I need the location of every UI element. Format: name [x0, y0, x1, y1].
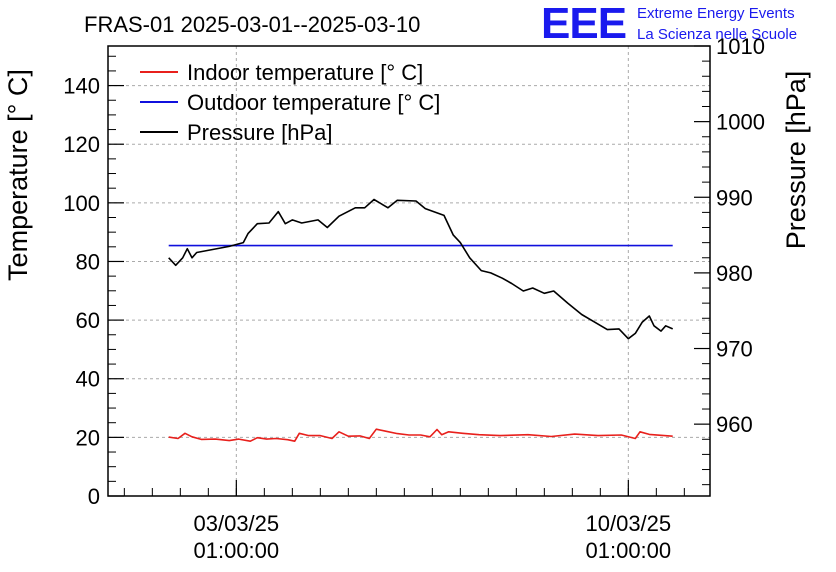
y2-tick-label: 960 [716, 412, 753, 437]
y-tick-label: 0 [88, 484, 100, 509]
series-line-2 [168, 198, 674, 340]
y-axis-label: Temperature [° C] [3, 69, 33, 281]
y2-axis-label: Pressure [hPa] [781, 71, 811, 250]
y2-tick-label: 980 [716, 261, 753, 286]
legend: Indoor temperature [° C] Outdoor temperat… [140, 60, 440, 145]
y-tick-label: 100 [63, 191, 100, 216]
chart-title: FRAS-01 2025-03-01--2025-03-10 [84, 12, 420, 37]
y-tick-label: 140 [63, 74, 100, 99]
eee-logo: EEE Extreme Energy Events La Scienza nel… [541, 0, 797, 48]
x-tick-label-time: 01:00:00 [586, 538, 672, 563]
y-tick-label: 80 [76, 249, 100, 274]
series-line-0 [168, 428, 673, 443]
y2-tick-label: 970 [716, 337, 753, 362]
logo-line1: Extreme Energy Events [637, 5, 795, 22]
y-tick-label: 20 [76, 425, 100, 450]
legend-label: Outdoor temperature [° C] [187, 90, 440, 115]
y2-tick-label: 1010 [716, 34, 765, 59]
axes-layer: 0 20 40 60 80 100 120 140 960 970 980 990 1000 1010 03… [63, 34, 765, 563]
grid-lines [108, 46, 710, 496]
plot-frame [107, 45, 711, 497]
x-tick-label-date: 10/03/25 [586, 511, 672, 536]
legend-label: Pressure [hPa] [187, 120, 333, 145]
y-tick-label: 40 [76, 367, 100, 392]
x-tick-label-date: 03/03/25 [194, 511, 280, 536]
y-tick-label: 60 [76, 308, 100, 333]
y2-tick-label: 990 [716, 185, 753, 210]
logo-letters: EEE [541, 0, 626, 48]
series-layer [168, 198, 674, 443]
y2-tick-label: 1000 [716, 110, 765, 135]
y-tick-label: 120 [63, 132, 100, 157]
logo-line2: La Scienza nelle Scuole [637, 26, 797, 43]
legend-label: Indoor temperature [° C] [187, 60, 423, 85]
x-tick-label-time: 01:00:00 [194, 538, 280, 563]
